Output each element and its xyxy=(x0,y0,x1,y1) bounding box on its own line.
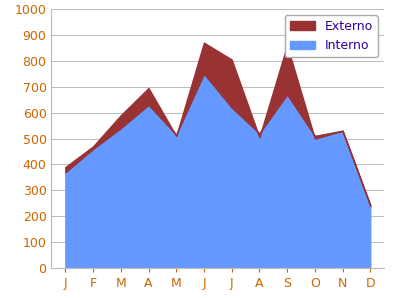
Legend: Externo, Interno: Externo, Interno xyxy=(285,15,378,58)
